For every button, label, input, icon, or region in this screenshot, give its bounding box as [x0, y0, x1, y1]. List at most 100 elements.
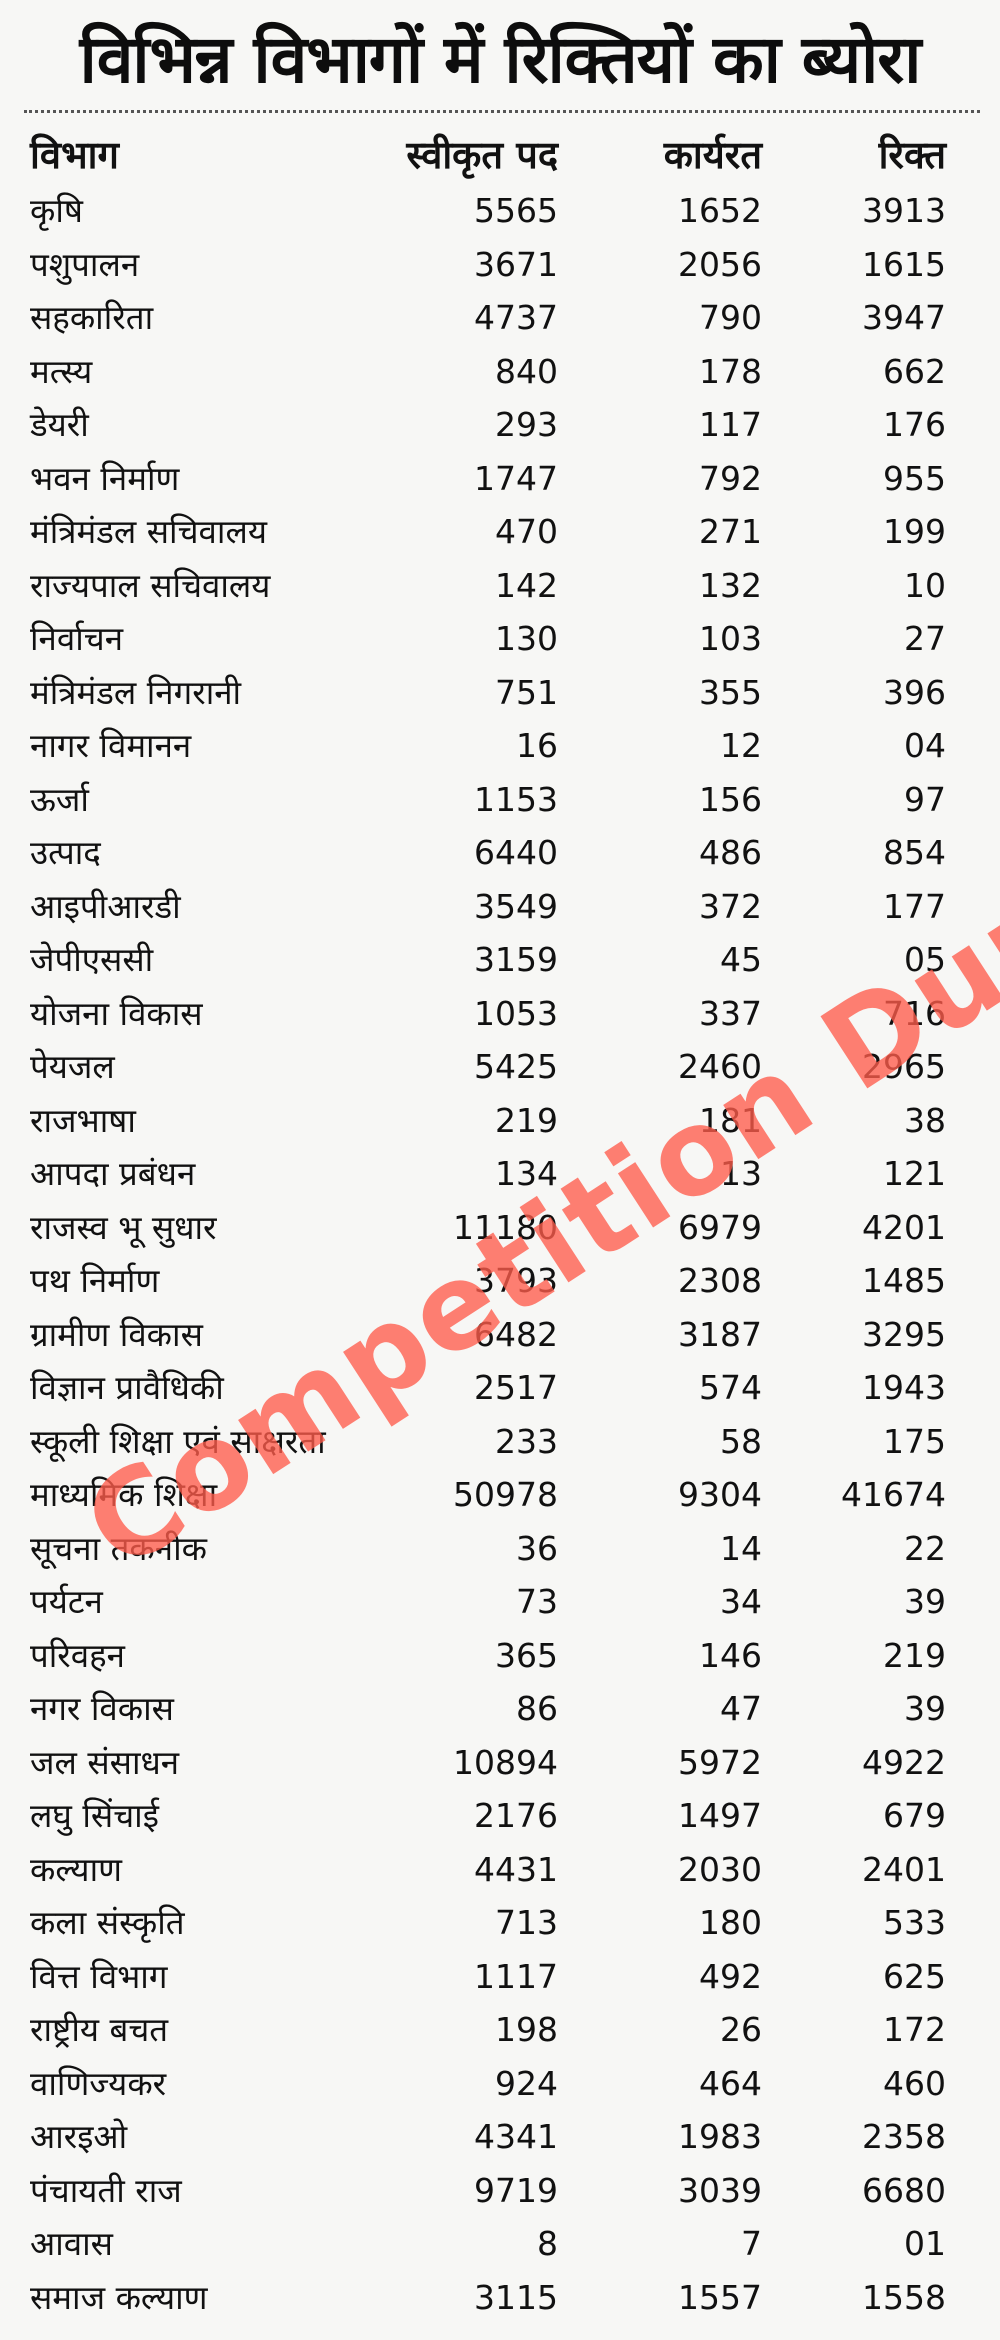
- table-row: आपदा प्रबंधन 134 13 121: [24, 1147, 974, 1201]
- vacant-cell: 625: [883, 1956, 946, 1996]
- table-body: कृषि 5565 1652 3913 पशुपालन 3671 2056 1615 सहकार…: [24, 184, 974, 2324]
- vacant-cell: 22: [904, 1528, 946, 1568]
- table-row: सहकारिता 4737 790 3947: [24, 291, 974, 345]
- column-header-sanctioned: स्वीकृत पद: [406, 133, 558, 177]
- vacant-cell: 04: [904, 726, 946, 765]
- sanctioned-cell: 198: [495, 2010, 558, 2049]
- vacant-cell: 955: [883, 458, 946, 498]
- department-cell: पथ निर्माण: [30, 1261, 160, 1300]
- sanctioned-cell: 142: [495, 565, 558, 605]
- department-cell: परिवहन: [30, 1635, 125, 1675]
- working-cell: 2030: [678, 1849, 762, 1889]
- working-cell: 26: [720, 2010, 762, 2049]
- vacant-cell: 05: [904, 940, 946, 979]
- department-cell: जल संसाधन: [30, 1742, 180, 1782]
- sanctioned-cell: 233: [495, 1421, 558, 1461]
- table-header-row: विभाग स्वीकृत पद कार्यरत रिक्त: [24, 126, 974, 184]
- vacant-cell: 01: [904, 2224, 946, 2263]
- working-cell: 58: [720, 1421, 762, 1461]
- sanctioned-cell: 6440: [474, 833, 558, 872]
- sanctioned-cell: 3793: [474, 1261, 558, 1300]
- working-cell: 3187: [678, 1314, 762, 1354]
- column-header-working: कार्यरत: [663, 133, 762, 177]
- vacant-cell: 1558: [862, 2277, 946, 2317]
- vacant-cell: 1943: [862, 1368, 946, 1407]
- working-cell: 574: [699, 1368, 762, 1407]
- table-row: पथ निर्माण 3793 2308 1485: [24, 1254, 974, 1308]
- working-cell: 180: [699, 1903, 762, 1942]
- vacant-cell: 716: [883, 993, 946, 1033]
- table-row: माध्यमिक शिक्षा 50978 9304 41674: [24, 1468, 974, 1522]
- vacant-cell: 10: [904, 565, 946, 605]
- table-row: लघु सिंचाई 2176 1497 679: [24, 1789, 974, 1843]
- vacant-cell: 662: [883, 351, 946, 391]
- vacant-cell: 3913: [862, 191, 946, 230]
- vacant-cell: 2358: [862, 2117, 946, 2156]
- table-row: ग्रामीण विकास 6482 3187 3295: [24, 1308, 974, 1362]
- working-cell: 1652: [678, 191, 762, 230]
- working-cell: 132: [699, 565, 762, 605]
- page-title: विभिन्न विभागों में रिक्तियों का ब्योरा: [79, 21, 922, 98]
- vacant-cell: 1615: [862, 244, 946, 284]
- sanctioned-cell: 293: [495, 405, 558, 444]
- table-row: कला संस्कृति 713 180 533: [24, 1896, 974, 1950]
- sanctioned-cell: 73: [516, 1582, 558, 1621]
- working-cell: 181: [699, 1100, 762, 1140]
- sanctioned-cell: 219: [495, 1100, 558, 1140]
- table-row: विज्ञान प्रावैधिकी 2517 574 1943: [24, 1361, 974, 1415]
- table-row: समाज कल्याण 3115 1557 1558: [24, 2271, 974, 2325]
- vacant-cell: 854: [883, 833, 946, 872]
- working-cell: 464: [699, 2063, 762, 2103]
- table-row: कृषि 5565 1652 3913: [24, 184, 974, 238]
- department-cell: कला संस्कृति: [30, 1903, 185, 1942]
- table-row: परिवहन 365 146 219: [24, 1629, 974, 1683]
- working-cell: 2056: [678, 244, 762, 284]
- vacant-cell: 39: [904, 1582, 946, 1621]
- department-cell: मंत्रिमंडल निगरानी: [30, 672, 242, 712]
- sanctioned-cell: 1117: [474, 1956, 558, 1996]
- department-cell: वाणिज्यकर: [30, 2063, 167, 2103]
- table-row: मंत्रिमंडल सचिवालय 470 271 199: [24, 505, 974, 559]
- vacant-cell: 172: [883, 2010, 946, 2049]
- sanctioned-cell: 470: [495, 512, 558, 551]
- table-row: राजस्व भू सुधार 11180 6979 4201: [24, 1201, 974, 1255]
- working-cell: 117: [699, 405, 762, 444]
- working-cell: 372: [699, 886, 762, 926]
- sanctioned-cell: 713: [495, 1903, 558, 1942]
- table-row: जल संसाधन 10894 5972 4922: [24, 1736, 974, 1790]
- department-cell: पेयजल: [30, 1047, 115, 1086]
- working-cell: 3039: [678, 2170, 762, 2210]
- column-header-vacant: रिक्त: [878, 133, 946, 177]
- vacant-cell: 679: [883, 1796, 946, 1835]
- sanctioned-cell: 5565: [474, 191, 558, 230]
- table-row: स्कूली शिक्षा एवं साक्षरता 233 58 175: [24, 1415, 974, 1469]
- sanctioned-cell: 5425: [474, 1047, 558, 1086]
- table-row: योजना विकास 1053 337 716: [24, 987, 974, 1041]
- working-cell: 1557: [678, 2277, 762, 2317]
- table-row: कल्याण 4431 2030 2401: [24, 1843, 974, 1897]
- table-row: वित्त विभाग 1117 492 625: [24, 1950, 974, 2004]
- department-cell: भवन निर्माण: [30, 458, 180, 498]
- vacant-cell: 97: [904, 779, 946, 819]
- working-cell: 156: [699, 779, 762, 819]
- department-cell: उत्पाद: [30, 833, 101, 872]
- table-row: ऊर्जा 1153 156 97: [24, 773, 974, 827]
- sanctioned-cell: 50978: [453, 1475, 558, 1514]
- vacant-cell: 2965: [862, 1047, 946, 1086]
- table-row: पेयजल 5425 2460 2965: [24, 1040, 974, 1094]
- sanctioned-cell: 2517: [474, 1368, 558, 1407]
- working-cell: 5972: [678, 1742, 762, 1782]
- sanctioned-cell: 9719: [474, 2170, 558, 2210]
- sanctioned-cell: 36: [516, 1528, 558, 1568]
- department-cell: आपदा प्रबंधन: [30, 1154, 196, 1193]
- working-cell: 486: [699, 833, 762, 872]
- sanctioned-cell: 1153: [474, 779, 558, 819]
- sanctioned-cell: 4737: [474, 298, 558, 337]
- vacant-cell: 41674: [841, 1475, 946, 1514]
- working-cell: 103: [699, 619, 762, 658]
- sanctioned-cell: 11180: [453, 1207, 558, 1247]
- table-row: पशुपालन 3671 2056 1615: [24, 238, 974, 292]
- vacant-cell: 460: [883, 2063, 946, 2103]
- working-cell: 13: [720, 1154, 762, 1193]
- department-cell: विज्ञान प्रावैधिकी: [30, 1368, 224, 1407]
